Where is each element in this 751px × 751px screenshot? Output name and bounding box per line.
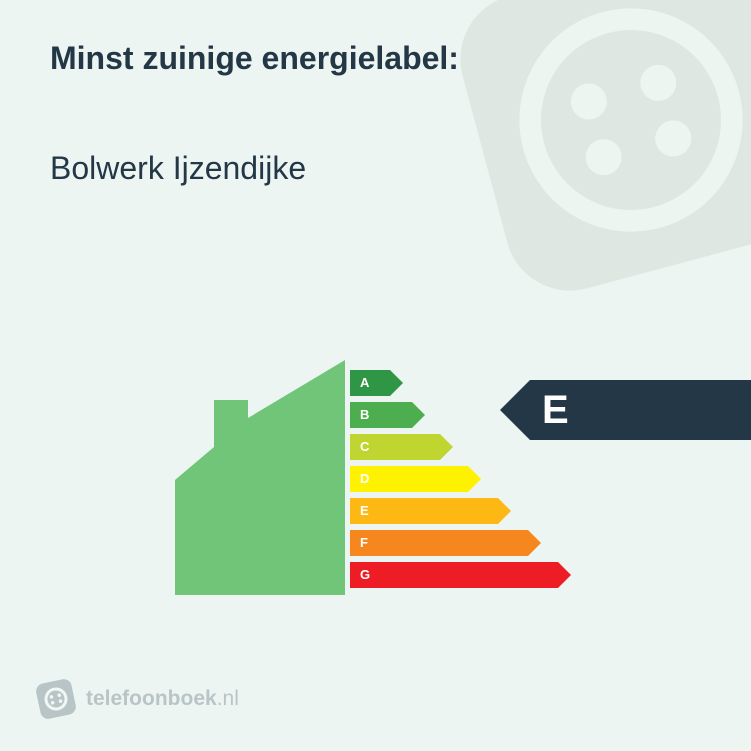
energy-bar-label: F (360, 535, 368, 550)
bar-arrow-tip (468, 466, 481, 492)
selected-label-arrow: E (530, 380, 751, 440)
footer: telefoonboek.nl (38, 681, 239, 717)
bar-arrow-tip (390, 370, 403, 396)
title: Minst zuinige energielabel: (50, 40, 459, 77)
footer-brand-bold: telefoonboek (86, 687, 217, 710)
subtitle: Bolwerk Ijzendijke (50, 150, 306, 187)
footer-logo-svg (35, 678, 78, 721)
footer-logo-icon (35, 678, 78, 721)
energy-bar-label: G (360, 567, 370, 582)
watermark-logo (411, 0, 751, 340)
infographic-card: Minst zuinige energielabel: Bolwerk Ijze… (0, 0, 751, 751)
house-icon (170, 360, 350, 600)
energy-bar-b: B (350, 402, 412, 428)
energy-bar-d: D (350, 466, 468, 492)
bar-arrow-tip (498, 498, 511, 524)
energy-bar-label: A (360, 375, 369, 390)
energy-bar-g: G (350, 562, 558, 588)
energy-bar-c: C (350, 434, 440, 460)
energy-bar-a: A (350, 370, 390, 396)
energy-bar-label: E (360, 503, 369, 518)
bar-arrow-tip (528, 530, 541, 556)
energy-bar-f: F (350, 530, 528, 556)
watermark-svg (411, 0, 751, 340)
footer-brand-thin: .nl (217, 687, 239, 710)
selected-letter: E (530, 380, 751, 440)
selected-arrow-tip (500, 380, 530, 440)
bar-arrow-tip (412, 402, 425, 428)
bar-arrow-tip (440, 434, 453, 460)
energy-bar-label: D (360, 471, 369, 486)
bar-arrow-tip (558, 562, 571, 588)
energy-bar-e: E (350, 498, 498, 524)
footer-brand: telefoonboek.nl (86, 687, 239, 711)
energy-bar-label: B (360, 407, 369, 422)
energy-bar-label: C (360, 439, 369, 454)
